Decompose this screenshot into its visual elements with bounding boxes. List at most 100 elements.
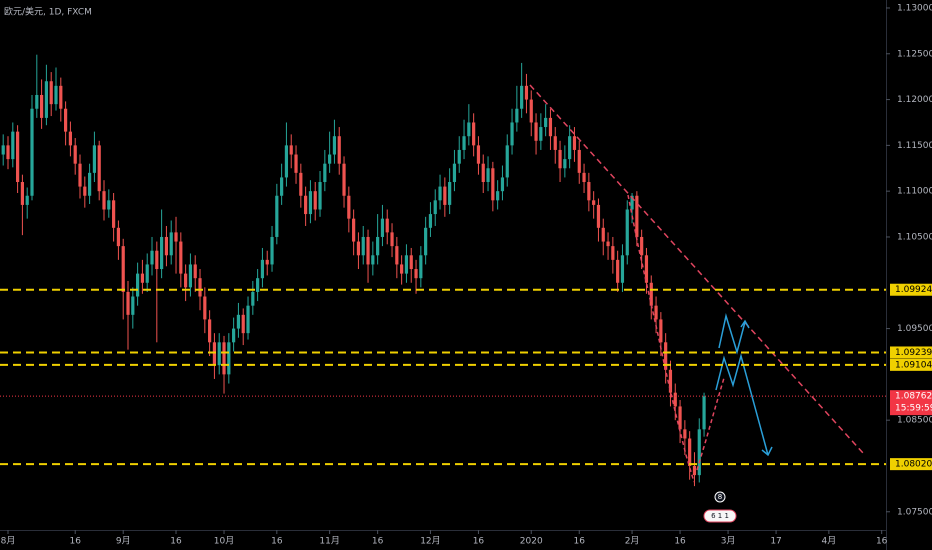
candle-body [356, 241, 361, 256]
candle-body [500, 177, 505, 192]
candle-body [683, 429, 687, 439]
candle-body [217, 342, 221, 366]
candle-body [83, 186, 87, 196]
candle-body [308, 191, 313, 215]
candle-body [606, 241, 610, 247]
candle-body [572, 136, 577, 150]
y-tick-label: 1.11500 [897, 141, 932, 151]
x-tick-label: 8月 [1, 536, 16, 547]
candle-body [1, 145, 5, 155]
candle-body [289, 145, 293, 155]
arrow-head [740, 319, 750, 329]
candle-body [97, 145, 101, 192]
y-tick-label: 1.13000 [897, 3, 932, 13]
level-label-box [890, 283, 932, 296]
candle-body [688, 438, 692, 466]
candle-body [611, 246, 615, 260]
candle-body [438, 186, 442, 201]
x-tick-label: 2020 [520, 537, 543, 547]
candle-body [40, 94, 44, 118]
candle-body [299, 172, 303, 196]
candle-body [246, 305, 250, 334]
candle-body [260, 259, 265, 279]
candle-body [404, 255, 409, 274]
candle-body [78, 163, 82, 187]
candle-body [414, 269, 418, 279]
level-label: 1.09924 [895, 285, 932, 295]
candle-body [102, 191, 106, 210]
candle-body [481, 163, 485, 183]
candle-body [587, 182, 591, 201]
level-label: 1.08020 [895, 460, 932, 470]
candle-body [265, 259, 269, 265]
candle-body [635, 195, 639, 237]
candle-body [328, 154, 332, 164]
candle-body [548, 117, 553, 137]
candle-body [395, 246, 399, 265]
candle-body [654, 305, 658, 320]
candle-body [294, 154, 298, 173]
candle-body [188, 264, 193, 288]
candle-body [179, 241, 183, 274]
candle-body [620, 255, 625, 283]
candle-body [539, 127, 543, 141]
level-label-box [890, 358, 932, 371]
candle-body [44, 81, 49, 118]
candle-body [568, 136, 572, 160]
x-tick-label: 12月 [420, 536, 440, 547]
candle-body [236, 314, 241, 329]
candle-body [222, 342, 226, 375]
candle-body [284, 145, 289, 178]
candle-body [443, 186, 447, 205]
x-tick-label: 16 [271, 537, 283, 547]
candle-body [664, 342, 668, 370]
candle-body [347, 195, 351, 219]
x-tick-label: 16 [574, 537, 586, 547]
candle-body [515, 108, 519, 123]
candle-body [323, 163, 327, 183]
candle-body [68, 131, 73, 146]
scenario-arrow [718, 313, 746, 355]
candle-body [524, 85, 529, 100]
candle-body [169, 232, 173, 256]
candle-body [145, 264, 149, 283]
candle-body [184, 273, 188, 288]
candle-body [112, 200, 116, 228]
candle-body [174, 232, 178, 242]
candle-body [150, 250, 154, 265]
candle-body [409, 255, 413, 270]
candle-body [491, 168, 495, 201]
candle-body [563, 159, 567, 169]
candle-body [126, 291, 130, 315]
candle-body [318, 182, 322, 210]
candle-body [433, 200, 437, 215]
candle-body [160, 236, 164, 270]
candle-body [577, 149, 581, 173]
candle-body [592, 200, 596, 205]
candle-body [131, 296, 135, 315]
candle-body [640, 236, 644, 256]
badge-text: 6 1 1 [711, 512, 729, 520]
candle-body [20, 182, 25, 205]
candle-body [371, 255, 375, 265]
x-tick-label: 9月 [116, 536, 131, 547]
candle-body [505, 145, 509, 178]
candle-body [227, 342, 231, 375]
x-tick-label: 11月 [319, 536, 339, 547]
candle-body [644, 255, 649, 283]
candle-body [419, 255, 423, 279]
plot-area [1, 54, 706, 487]
candle-body [534, 122, 538, 141]
candle-body [697, 429, 701, 476]
badge-text: 8 [718, 493, 722, 501]
candle-body [462, 136, 466, 150]
candle-body [400, 264, 404, 274]
candle-body [88, 172, 92, 196]
candle-body [121, 246, 125, 292]
y-tick-label: 1.12500 [897, 49, 932, 59]
x-tick-label: 16 [876, 537, 888, 547]
candle-body [467, 122, 471, 137]
candle-body [529, 99, 533, 123]
candle-body [601, 227, 605, 242]
